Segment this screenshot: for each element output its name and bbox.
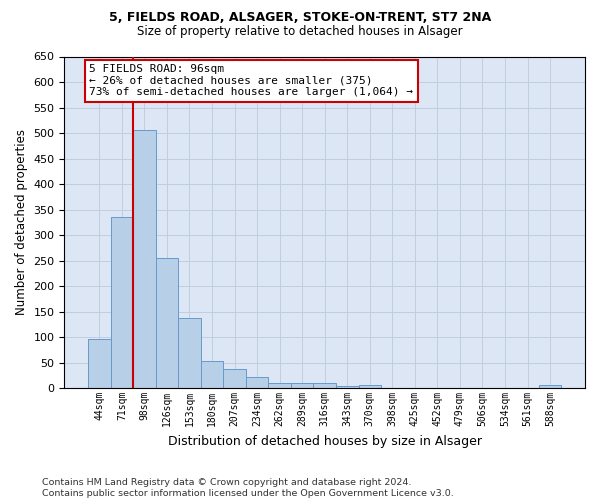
Bar [268,383,291,388]
Bar [110,217,133,388]
Text: 5 FIELDS ROAD: 96sqm
← 26% of detached houses are smaller (375)
73% of semi-deta: 5 FIELDS ROAD: 96sqm ← 26% of detached h… [89,64,413,98]
Bar [359,384,381,388]
Bar [539,385,562,388]
Bar [201,360,223,388]
Bar [88,338,110,388]
Bar [313,382,336,388]
Bar [291,382,313,388]
Text: Size of property relative to detached houses in Alsager: Size of property relative to detached ho… [137,25,463,38]
Bar [223,370,246,388]
X-axis label: Distribution of detached houses by size in Alsager: Distribution of detached houses by size … [168,434,482,448]
Text: Contains HM Land Registry data © Crown copyright and database right 2024.
Contai: Contains HM Land Registry data © Crown c… [42,478,454,498]
Text: 5, FIELDS ROAD, ALSAGER, STOKE-ON-TRENT, ST7 2NA: 5, FIELDS ROAD, ALSAGER, STOKE-ON-TRENT,… [109,11,491,24]
Y-axis label: Number of detached properties: Number of detached properties [15,130,28,316]
Bar [336,386,359,388]
Bar [155,258,178,388]
Bar [246,378,268,388]
Bar [178,318,201,388]
Bar [133,130,155,388]
